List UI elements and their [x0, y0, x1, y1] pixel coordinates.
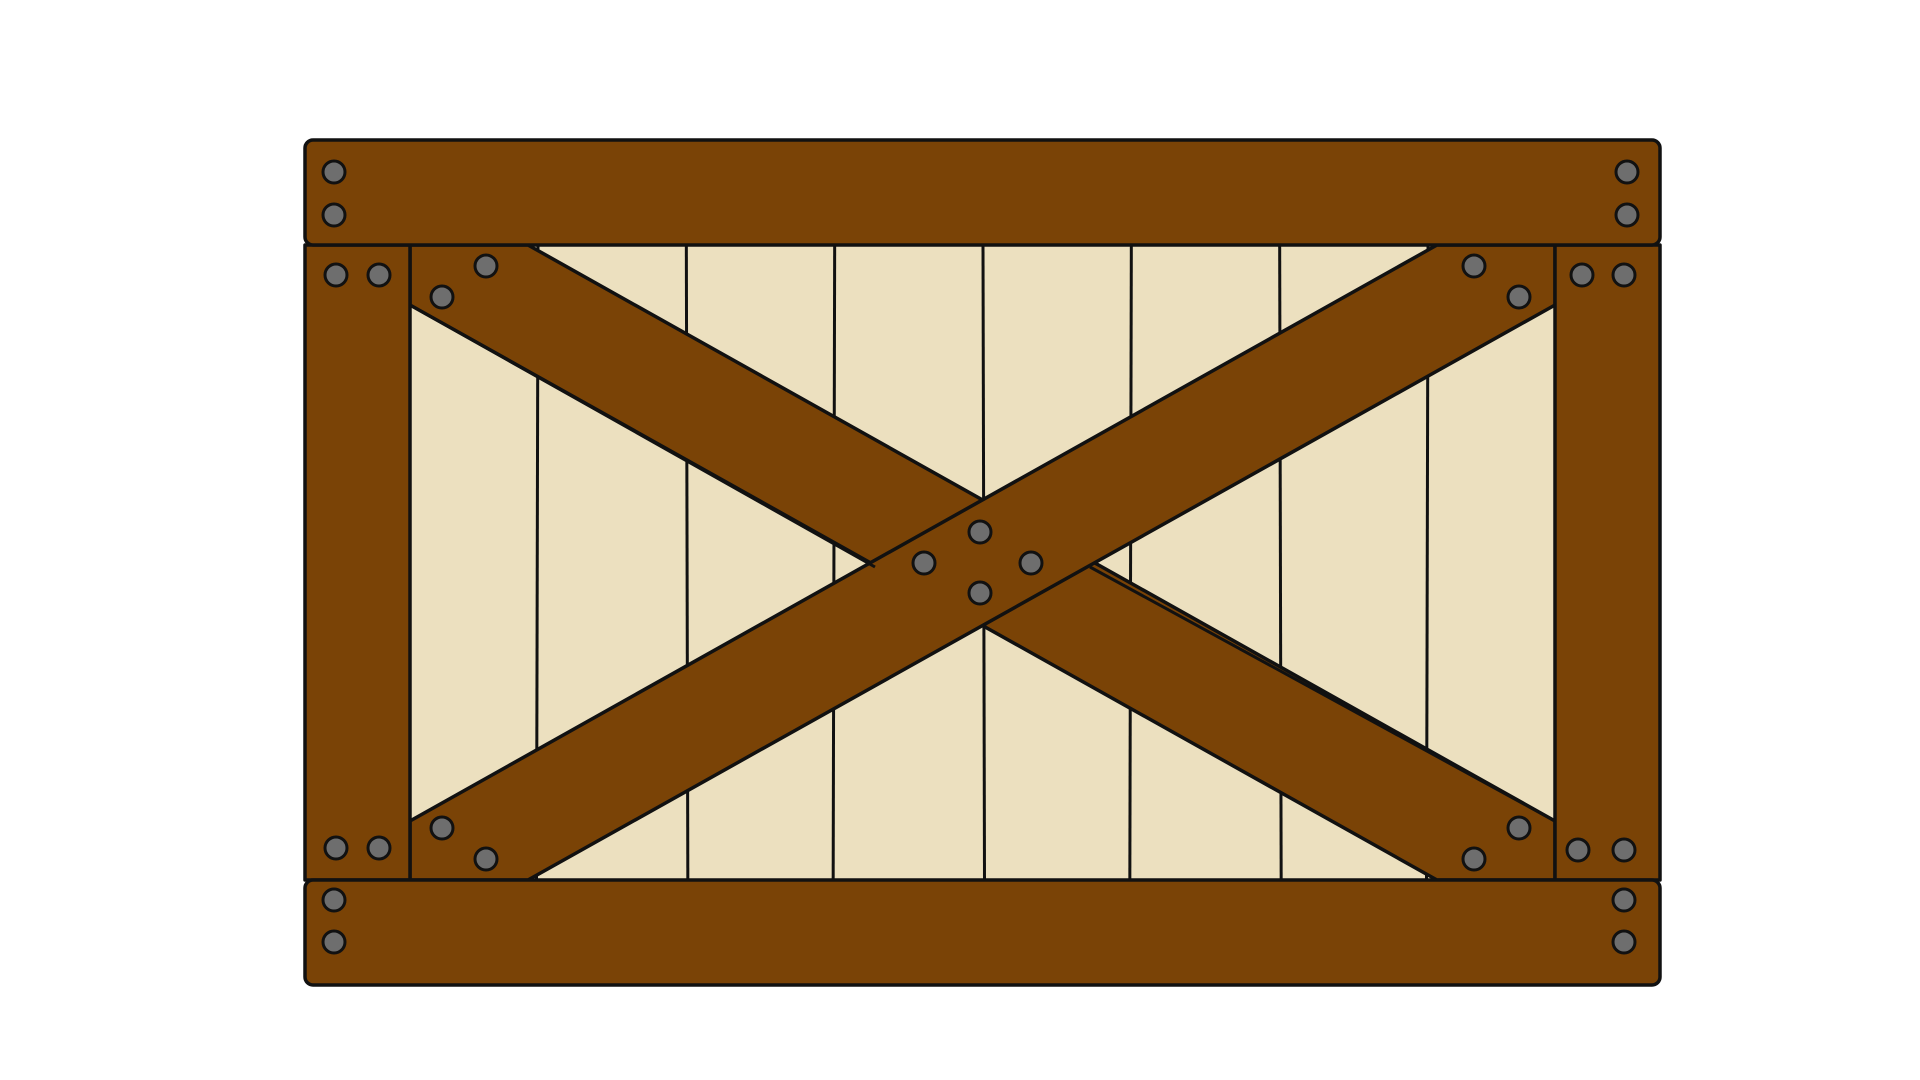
- nail: [1611, 262, 1637, 288]
- plank-seam: [1128, 244, 1133, 881]
- nail: [1614, 159, 1640, 185]
- nail: [1611, 929, 1637, 955]
- nail: [321, 929, 347, 955]
- post-left: [303, 243, 412, 882]
- nail: [473, 846, 499, 872]
- nail: [1461, 253, 1487, 279]
- nail: [1569, 262, 1595, 288]
- brace-descending-edge-lower: [1089, 565, 1556, 823]
- brace-descending-edge: [409, 303, 876, 569]
- nail: [366, 262, 392, 288]
- nail: [967, 580, 993, 606]
- nail: [1611, 887, 1637, 913]
- plank-seam: [831, 244, 837, 881]
- board-bottom: [303, 878, 1662, 987]
- nail: [1506, 284, 1532, 310]
- post-right: [1553, 243, 1662, 882]
- nails: [321, 159, 1640, 955]
- nail: [1506, 815, 1532, 841]
- nail: [967, 519, 993, 545]
- nail: [1614, 202, 1640, 228]
- nail: [1018, 550, 1044, 576]
- nail: [429, 284, 455, 310]
- nail: [1565, 837, 1591, 863]
- nail: [473, 253, 499, 279]
- nail: [323, 262, 349, 288]
- nail: [321, 202, 347, 228]
- nail: [323, 835, 349, 861]
- nail: [1611, 837, 1637, 863]
- nail: [429, 815, 455, 841]
- nail: [1461, 846, 1487, 872]
- board-top: [303, 138, 1662, 247]
- nail: [321, 887, 347, 913]
- nail: [321, 159, 347, 185]
- nail: [366, 835, 392, 861]
- nail: [911, 550, 937, 576]
